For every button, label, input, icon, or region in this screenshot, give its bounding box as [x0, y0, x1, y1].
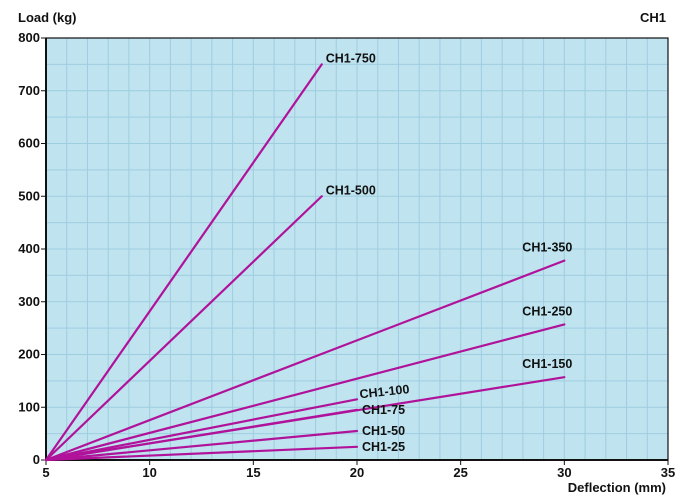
series-line [44, 195, 323, 462]
tick-labels: 5 10 15 20 25 30 35 0 100 200 300 400 500 600 700 800 [18, 30, 675, 480]
series-line [44, 323, 566, 462]
y-tick-label: 500 [18, 188, 40, 203]
series-line [44, 398, 359, 462]
series-line [44, 408, 359, 462]
series-label: CH1-750 [326, 51, 376, 65]
series-lines [44, 63, 566, 462]
x-tick-label: 20 [350, 465, 364, 480]
series-labels: CH1-750 CH1-500 CH1-350 CH1-250 CH1-150 CH1-1… [326, 51, 573, 453]
x-tick-label: 25 [453, 465, 467, 480]
y-tick-label: 800 [18, 30, 40, 45]
series-label: CH1-50 [362, 424, 405, 438]
y-tick-label: 0 [33, 452, 40, 467]
x-tick-label: 5 [42, 465, 49, 480]
series-line [44, 445, 359, 462]
x-axis-label: Deflection (mm) [568, 480, 666, 495]
y-tick-label: 200 [18, 347, 40, 362]
series-label: CH1-150 [522, 357, 572, 371]
y-tick-label: 300 [18, 294, 40, 309]
series-line [44, 259, 566, 462]
y-tick-label: 700 [18, 83, 40, 98]
x-tick-label: 35 [661, 465, 675, 480]
series-label: CH1-100 [359, 382, 410, 401]
series-label: CH1-25 [362, 440, 405, 454]
y-tick-label: 100 [18, 399, 40, 414]
y-tick-label: 400 [18, 241, 40, 256]
series-label: CH1-350 [522, 241, 572, 255]
series-label: CH1-500 [326, 183, 376, 197]
series-line [44, 429, 359, 462]
x-tick-label: 10 [142, 465, 156, 480]
series-label: CH1-250 [522, 304, 572, 318]
series-line [44, 63, 323, 462]
y-tick-label: 600 [18, 136, 40, 151]
series-label: CH1-75 [362, 403, 405, 417]
x-tick-label: 30 [557, 465, 571, 480]
chart-title: CH1 [640, 10, 666, 25]
x-tick-label: 15 [246, 465, 260, 480]
grid [46, 38, 668, 460]
y-axis-label: Load (kg) [18, 10, 77, 25]
